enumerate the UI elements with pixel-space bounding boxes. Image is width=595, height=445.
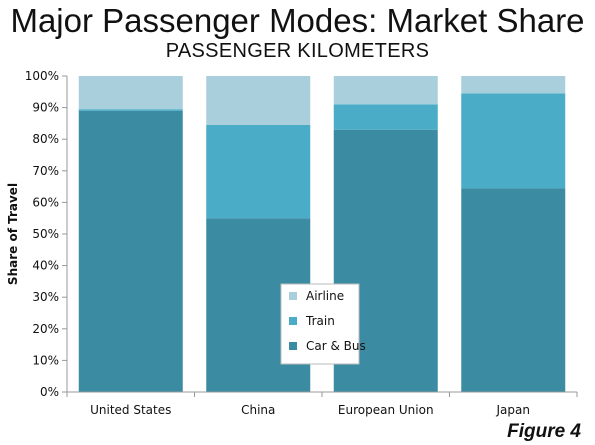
bar-airline-japan: [461, 76, 566, 94]
y-tick-label: 90%: [32, 101, 59, 115]
y-tick-label: 60%: [32, 195, 59, 209]
bar-train-japan: [461, 93, 566, 189]
legend-swatch-car-bus: [289, 342, 297, 350]
y-tick-label: 30%: [32, 290, 59, 304]
chart-subtitle: PASSENGER KILOMETERS: [165, 40, 430, 62]
y-tick-label: 80%: [32, 132, 59, 146]
figure-label: Figure 4: [507, 421, 581, 442]
bar-train-european-union: [333, 104, 438, 130]
y-tick-label: 0%: [40, 385, 59, 399]
x-tick-label: European Union: [338, 403, 434, 417]
y-axis-label: Share of Travel: [6, 183, 20, 285]
bar-airline-european-union: [333, 76, 438, 105]
bar-train-united-states: [78, 109, 183, 111]
legend-swatch-airline: [289, 292, 297, 300]
bar-car-bus-japan: [461, 188, 566, 392]
bar-airline-china: [206, 76, 311, 125]
legend-label-car-bus: Car & Bus: [306, 339, 366, 353]
legend-label-airline: Airline: [306, 289, 344, 303]
legend-swatch-train: [289, 317, 297, 325]
legend-label-train: Train: [305, 314, 335, 328]
y-tick-label: 50%: [32, 227, 59, 241]
bar-car-bus-united-states: [78, 110, 183, 392]
y-tick-label: 70%: [32, 164, 59, 178]
x-tick-label: United States: [90, 403, 171, 417]
bar-train-china: [206, 124, 311, 219]
y-tick-label: 100%: [25, 69, 59, 83]
y-tick-label: 10%: [32, 353, 59, 367]
y-tick-label: 20%: [32, 322, 59, 336]
x-tick-label: China: [241, 403, 275, 417]
bar-airline-united-states: [78, 76, 183, 110]
x-tick-label: Japan: [496, 403, 530, 417]
y-tick-label: 40%: [32, 259, 59, 273]
chart-title: Major Passenger Modes: Market Share: [10, 2, 585, 39]
